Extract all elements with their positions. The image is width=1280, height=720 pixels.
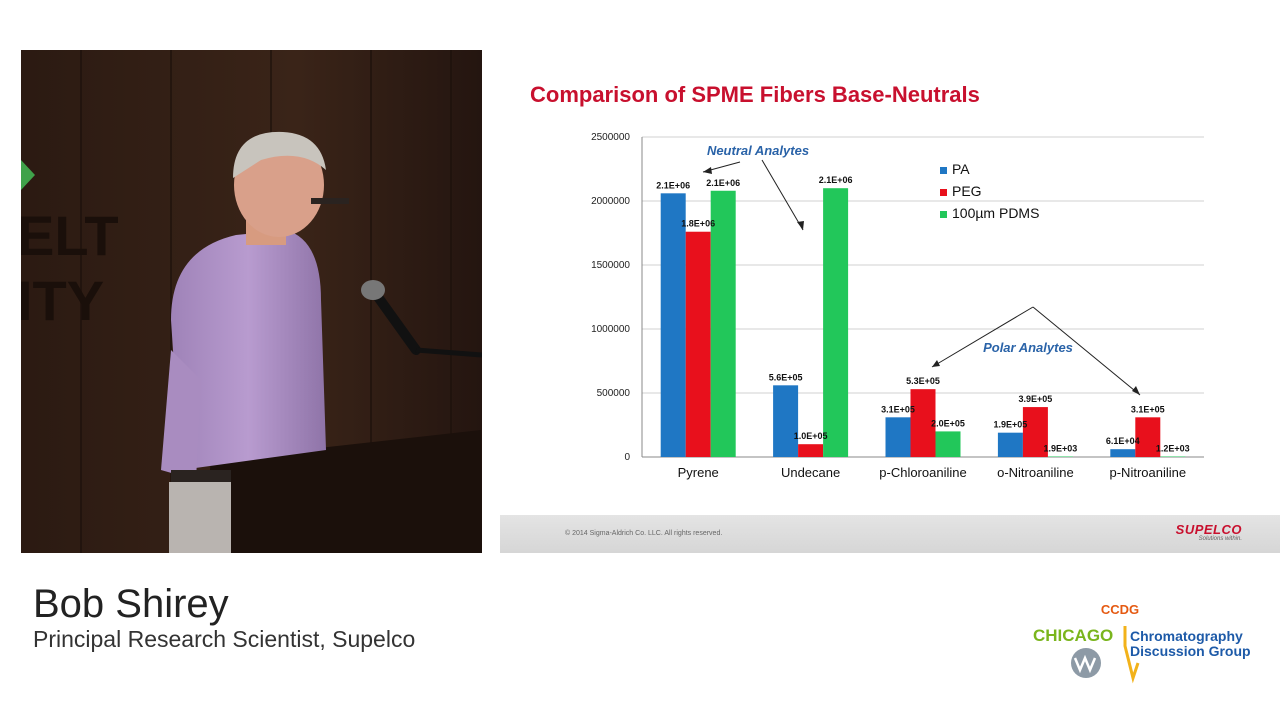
bar — [660, 193, 686, 457]
bar-data-label: 2.1E+06 — [706, 178, 740, 188]
neutral-arrow-to-undecane — [761, 159, 804, 231]
y-tick-label: 2500000 — [591, 132, 630, 143]
bar — [798, 444, 824, 457]
polar-arrowhead-1 — [932, 360, 940, 367]
presentation-slide: Comparison of SPME Fibers Base-Neutrals … — [500, 50, 1280, 553]
bar-chart: 0 500000 1000000 1500000 2000000 2500000 2.1E… — [591, 132, 1204, 480]
bar — [1022, 407, 1048, 457]
bar — [823, 188, 849, 457]
background-sign-line-1: ELT — [21, 204, 119, 267]
bar-data-label: 3.1E+05 — [881, 404, 915, 414]
polar-arrowhead-2 — [1132, 386, 1140, 395]
y-tick-label: 500000 — [597, 388, 631, 399]
neutral-analytes-annotation: Neutral Analytes — [707, 143, 809, 158]
bar-data-label: 1.0E+05 — [794, 431, 828, 441]
chart-annotations: Neutral Analytes Polar Analytes — [702, 143, 1141, 396]
y-tick-label: 0 — [624, 452, 630, 463]
podium — [201, 430, 482, 553]
speaker-video-frame: ELT ITY — [21, 50, 482, 553]
legend-swatch — [940, 211, 947, 218]
bar-data-label: 1.9E+05 — [994, 420, 1028, 430]
speaker-body — [171, 230, 326, 470]
x-tick-label: o-Nitroaniline — [997, 465, 1074, 480]
microphone-cable — [415, 347, 482, 358]
microphone-stand — [368, 285, 421, 355]
polar-analytes-annotation: Polar Analytes — [983, 340, 1073, 355]
bar — [997, 432, 1023, 457]
ccdg-peak-line — [1123, 626, 1140, 684]
bar — [773, 385, 799, 457]
x-tick-label: p-Nitroaniline — [1110, 465, 1187, 480]
y-axis-ticks: 0 500000 1000000 1500000 2000000 2500000 — [591, 132, 630, 463]
polar-arrow-to-p-nitroaniline — [1032, 306, 1141, 396]
bar-data-label: 3.1E+05 — [1131, 404, 1165, 414]
belt — [171, 470, 231, 482]
green-sign-mark — [21, 160, 35, 190]
bar — [1047, 456, 1073, 457]
legend-entry: 100µm PDMS — [952, 205, 1039, 221]
ccdg-emblem-wave-icon — [1073, 654, 1097, 674]
speaker-arm — [161, 350, 201, 480]
bar-data-label: 2.0E+05 — [931, 418, 965, 428]
neutral-arrowhead-2 — [797, 221, 804, 230]
bar-data-label: 5.3E+05 — [906, 376, 940, 386]
eyeglasses — [311, 198, 349, 204]
speaker-hair — [233, 131, 326, 178]
speaker-name: Bob Shirey — [33, 582, 229, 626]
speaker-video-scene: ELT ITY — [21, 50, 482, 553]
chart-legend: PA PEG 100µm PDMS — [940, 161, 1039, 221]
speaker-job-title: Principal Research Scientist, Supelco — [33, 626, 416, 652]
bar — [685, 231, 711, 457]
microphone-head — [361, 280, 385, 300]
bar — [1110, 449, 1136, 457]
bar — [885, 417, 911, 457]
bar-data-label: 6.1E+04 — [1106, 436, 1140, 446]
bar — [710, 190, 736, 457]
slide-footer: © 2014 Sigma-Aldrich Co. LLC. All rights… — [500, 515, 1280, 553]
bar-data-label: 2.1E+06 — [656, 180, 690, 190]
bar-data-label: 1.9E+03 — [1044, 444, 1078, 454]
chart-bars — [660, 188, 1186, 457]
bar — [1135, 417, 1161, 457]
bar-data-label: 5.6E+05 — [769, 372, 803, 382]
x-tick-label: p-Chloroaniline — [879, 465, 966, 480]
legend-entry: PA — [952, 161, 970, 177]
slide-title: Comparison of SPME Fibers Base-Neutrals — [530, 82, 980, 107]
legend-entry: PEG — [952, 183, 982, 199]
ccdg-line-1: Chromatography — [1130, 628, 1243, 644]
ccdg-acronym: CCDG — [1101, 602, 1139, 617]
copyright-text: © 2014 Sigma-Aldrich Co. LLC. All rights… — [565, 530, 723, 537]
supelco-brand-name: SUPELCO — [1175, 522, 1242, 537]
bar-data-label: 2.1E+06 — [819, 175, 853, 185]
neutral-arrowhead-1 — [703, 167, 712, 174]
ccdg-city: CHICAGO — [1033, 626, 1113, 645]
bar-data-labels: 2.1E+06 1.8E+06 2.1E+06 5.6E+05 1.0E+05 2.1E+… — [656, 175, 1189, 453]
bar — [935, 431, 961, 457]
bar — [1160, 456, 1186, 457]
legend-swatch — [940, 167, 947, 174]
ccdg-logo: CCDG CHICAGO Chromatography Discussion G… — [1033, 602, 1251, 684]
bar-data-label: 1.2E+03 — [1156, 444, 1190, 454]
trousers — [169, 482, 231, 553]
x-tick-label: Pyrene — [678, 465, 719, 480]
supelco-tagline: Solutions within. — [1198, 536, 1242, 542]
bar — [910, 389, 936, 457]
ccdg-line-2: Discussion Group — [1130, 643, 1251, 659]
y-tick-label: 1500000 — [591, 260, 630, 271]
bar-data-label: 1.8E+06 — [681, 219, 715, 229]
y-tick-label: 2000000 — [591, 196, 630, 207]
x-axis-ticks: Pyrene Undecane p-Chloroaniline o-Nitroanil… — [678, 465, 1186, 480]
polar-arrow-to-p-chloroaniline — [931, 306, 1034, 368]
x-tick-label: Undecane — [781, 465, 840, 480]
supelco-logo: SUPELCO Solutions within. — [1176, 522, 1242, 542]
y-tick-label: 1000000 — [591, 324, 630, 335]
bar-data-label: 3.9E+05 — [1019, 394, 1053, 404]
background-sign-line-2: ITY — [21, 269, 104, 332]
legend-swatch — [940, 189, 947, 196]
speaker-caption: Bob Shirey Principal Research Scientist,… — [33, 582, 415, 652]
